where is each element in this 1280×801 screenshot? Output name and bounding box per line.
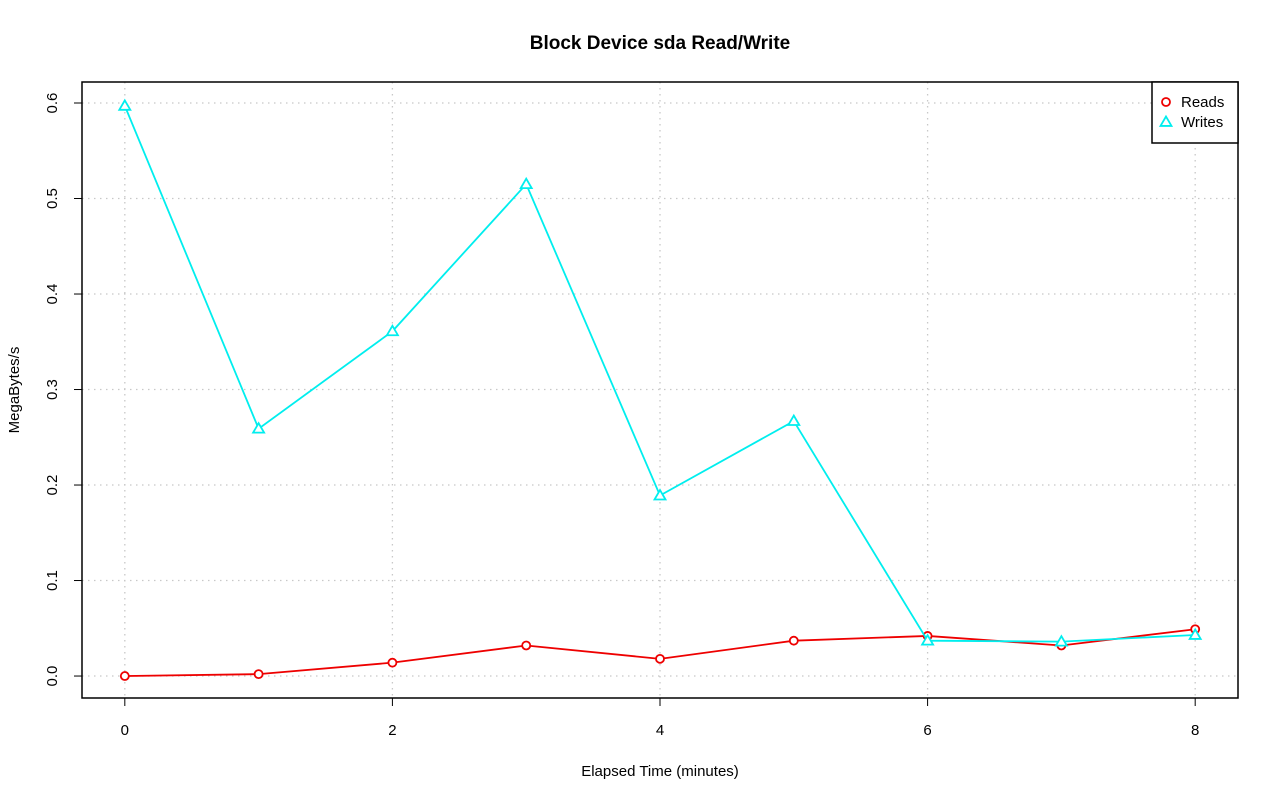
x-tick-label: 0 bbox=[121, 722, 129, 739]
data-point-writes bbox=[1054, 634, 1069, 647]
y-axis: 0.0 0.1 0.2 0.3 0.4 0.5 0.6 bbox=[44, 93, 83, 687]
plot-frame bbox=[81, 81, 1239, 699]
y-tick-label: 0.0 bbox=[44, 666, 61, 687]
x-axis: 0 2 4 6 8 bbox=[121, 697, 1199, 739]
x-axis-label: Elapsed Time (minutes) bbox=[581, 763, 739, 780]
series-layer bbox=[117, 98, 1203, 681]
data-point-writes bbox=[251, 421, 266, 434]
x-tick-label: 8 bbox=[1191, 722, 1199, 739]
legend-marker-writes bbox=[1158, 114, 1174, 127]
data-point-writes bbox=[385, 323, 400, 337]
grid-lines bbox=[82, 82, 1238, 698]
x-tick-label: 6 bbox=[923, 722, 931, 739]
data-point-writes bbox=[786, 413, 801, 426]
chart-title: Block Device sda Read/Write bbox=[530, 33, 790, 54]
y-tick-label: 0.5 bbox=[44, 188, 61, 209]
y-tick-label: 0.4 bbox=[44, 284, 61, 305]
legend-box bbox=[1151, 81, 1239, 144]
y-axis-label: MegaBytes/s bbox=[6, 347, 23, 434]
data-point-writes bbox=[920, 633, 935, 646]
y-tick-label: 0.6 bbox=[44, 93, 61, 114]
y-tick-label: 0.2 bbox=[44, 475, 61, 496]
data-point-reads bbox=[253, 669, 264, 680]
data-point-writes bbox=[1188, 627, 1203, 640]
legend-label-reads: Reads bbox=[1181, 94, 1224, 111]
legend-marker-reads bbox=[1161, 97, 1171, 107]
series-writes bbox=[117, 98, 1203, 647]
legend: Reads Writes bbox=[1151, 81, 1239, 144]
x-tick-label: 4 bbox=[656, 722, 664, 739]
data-point-writes bbox=[652, 488, 668, 501]
y-tick-label: 0.3 bbox=[44, 379, 61, 400]
data-point-reads bbox=[655, 653, 665, 664]
data-point-reads bbox=[119, 671, 130, 681]
legend-label-writes: Writes bbox=[1181, 114, 1223, 131]
data-point-reads bbox=[387, 657, 398, 668]
data-point-reads bbox=[788, 635, 799, 646]
series-line-writes bbox=[123, 105, 1196, 643]
y-tick-label: 0.1 bbox=[44, 570, 61, 591]
x-tick-label: 2 bbox=[388, 722, 396, 739]
data-point-writes bbox=[519, 176, 534, 190]
data-point-reads bbox=[521, 640, 532, 651]
data-point-writes bbox=[117, 98, 132, 111]
